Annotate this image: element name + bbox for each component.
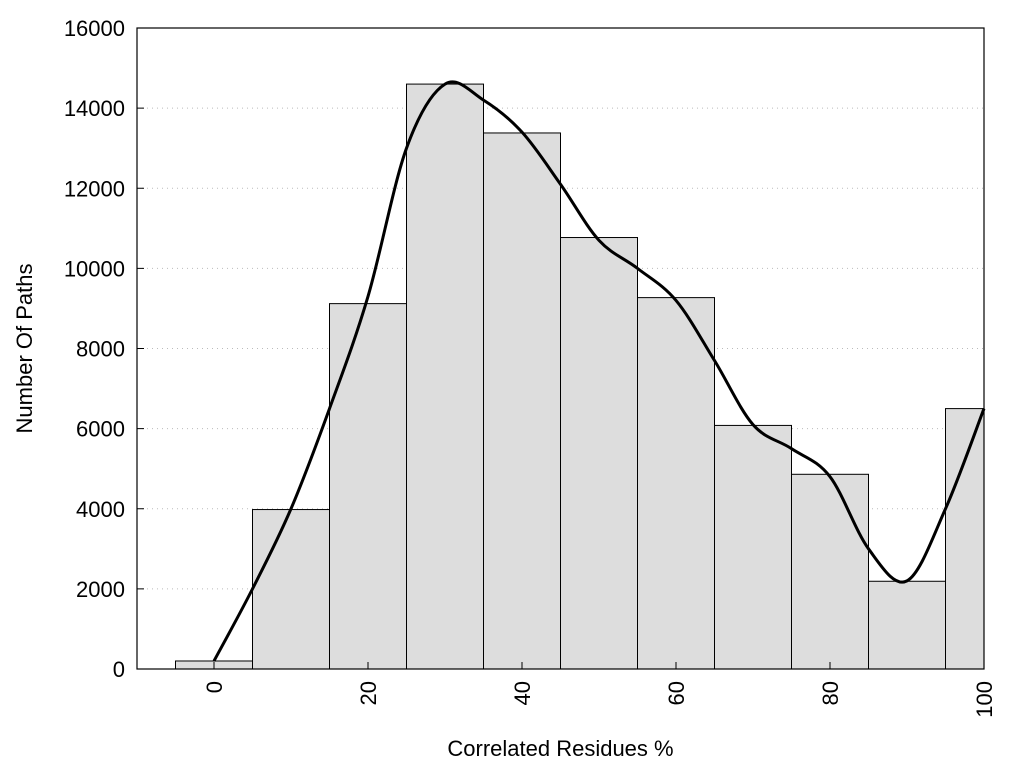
y-tick-labels: 0 2000 4000 6000 8000 10000 12000 14000 16000 bbox=[64, 16, 125, 682]
bar-60 bbox=[637, 297, 715, 670]
y-axis-label: Number Of Paths bbox=[12, 264, 37, 434]
density-curve bbox=[212, 80, 986, 662]
y-tick-label-4000: 4000 bbox=[76, 497, 125, 522]
y-tick-label-8000: 8000 bbox=[76, 337, 125, 362]
y-tick-label-10000: 10000 bbox=[64, 256, 125, 281]
bar-80 bbox=[791, 473, 869, 670]
axis-ticks bbox=[137, 27, 985, 670]
x-tick-labels: 0 20 40 60 80 100 bbox=[202, 681, 997, 718]
bar-40 bbox=[483, 132, 561, 670]
bar-10 bbox=[252, 509, 330, 670]
x-axis-label: Correlated Residues % bbox=[447, 736, 673, 761]
x-tick-label-20: 20 bbox=[356, 681, 381, 705]
x-tick-label-100: 100 bbox=[972, 681, 997, 718]
bar-100 bbox=[945, 408, 985, 670]
y-tick-label-16000: 16000 bbox=[64, 16, 125, 41]
bar-50 bbox=[560, 237, 638, 670]
x-tick-label-0: 0 bbox=[202, 681, 227, 693]
histogram-bars bbox=[175, 83, 985, 670]
x-tick-label-40: 40 bbox=[510, 681, 535, 705]
x-tick-label-80: 80 bbox=[818, 681, 843, 705]
y-tick-label-0: 0 bbox=[113, 657, 125, 682]
x-tick-label-60: 60 bbox=[664, 681, 689, 705]
y-tick-label-14000: 14000 bbox=[64, 96, 125, 121]
bar-20 bbox=[329, 303, 407, 670]
y-tick-label-6000: 6000 bbox=[76, 417, 125, 442]
bar-90 bbox=[868, 580, 946, 670]
y-tick-label-2000: 2000 bbox=[76, 577, 125, 602]
bar-70 bbox=[714, 424, 792, 670]
bar-30 bbox=[406, 83, 484, 670]
y-tick-label-12000: 12000 bbox=[64, 176, 125, 201]
